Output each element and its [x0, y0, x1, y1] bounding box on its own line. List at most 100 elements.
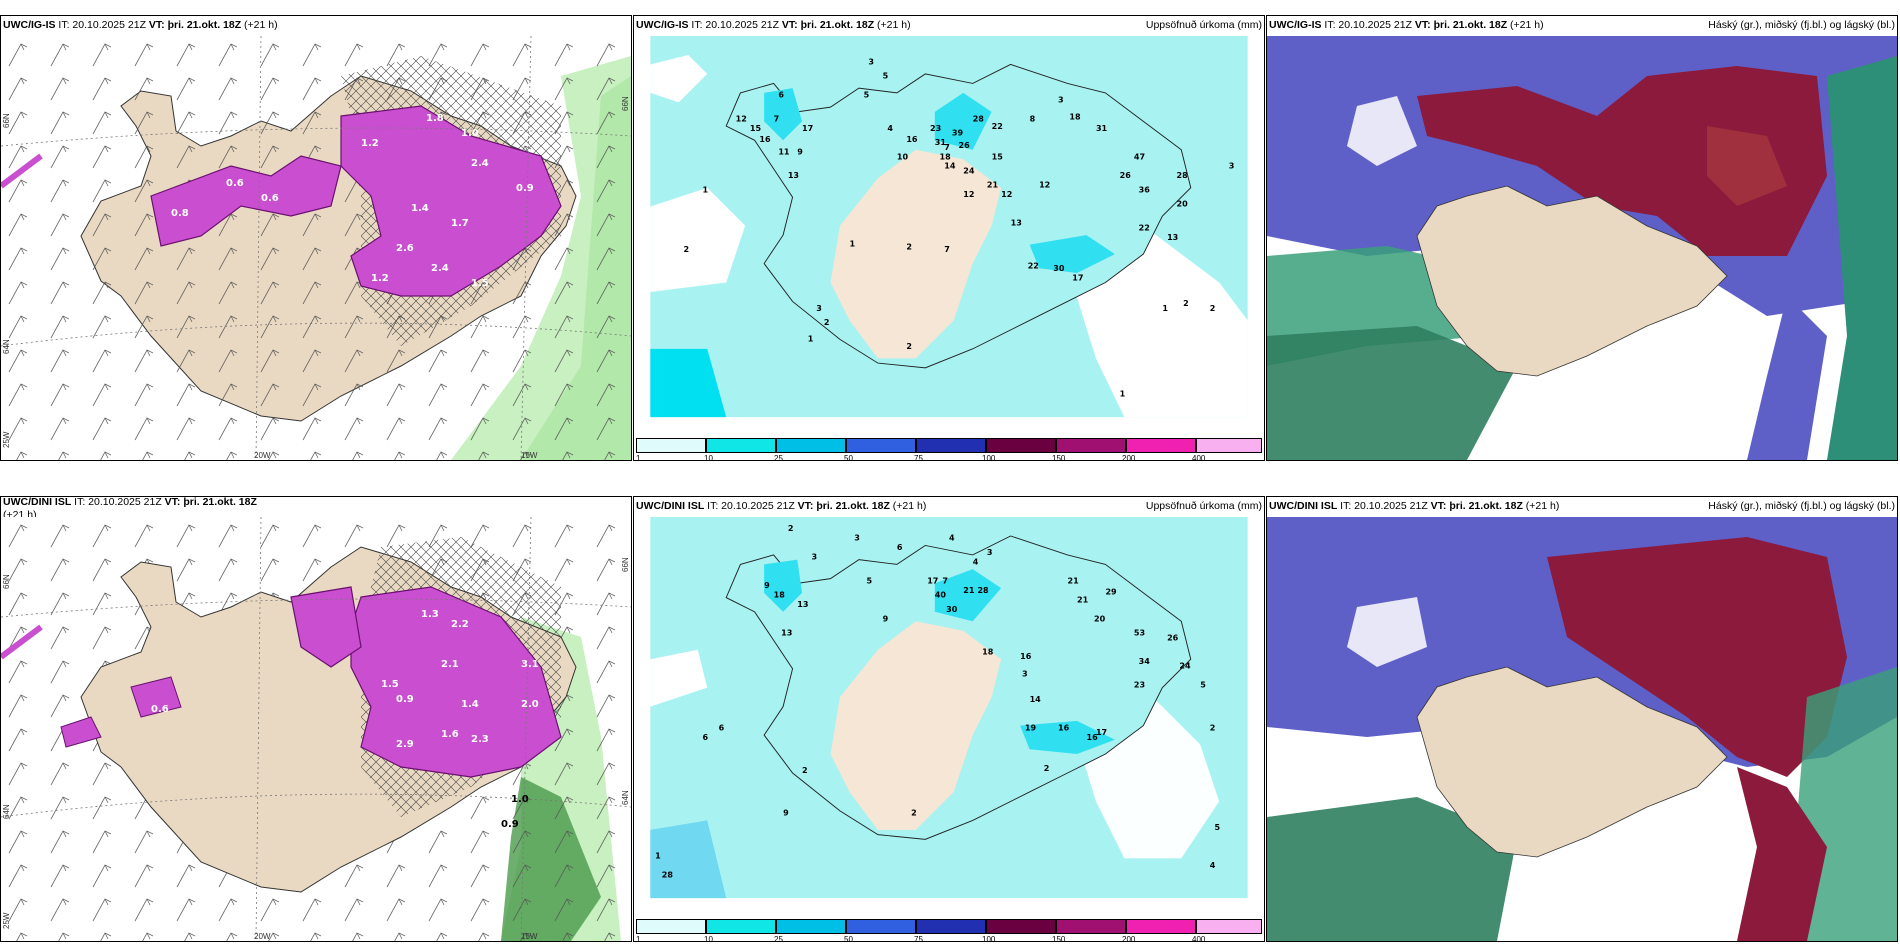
lat-label: 64N: [2, 804, 11, 819]
colorbar-bin: [1056, 919, 1126, 934]
colorbar-tick: 25: [774, 454, 783, 461]
colorbar-tick: 100: [982, 454, 996, 461]
precip-value: 13: [1167, 233, 1178, 242]
colorbar-bin: [916, 438, 986, 453]
precip-value: 21: [963, 586, 975, 595]
synop-value: 1.7: [451, 218, 469, 229]
precip-value: 17: [927, 576, 938, 585]
precip-value: 11: [778, 148, 790, 157]
precip-value: 12: [1001, 190, 1012, 199]
colorbar-bin: [1126, 919, 1196, 934]
precip-value: 2: [1044, 764, 1050, 773]
synop-value: 0.8: [171, 208, 189, 219]
colorbar-tick: 150: [1052, 454, 1066, 461]
precip-value: 7: [942, 576, 948, 585]
precip-value: 16: [1058, 723, 1070, 732]
precip-value: 26: [1167, 633, 1179, 642]
precip-value: 15: [992, 152, 1004, 161]
synop-value: 0.6: [151, 704, 169, 715]
colorbar-tick: 10: [704, 935, 713, 942]
lat-label: 64N: [2, 339, 11, 354]
precip-value: 1: [808, 334, 814, 343]
colorbar-bin: [776, 919, 846, 934]
precip-value: 13: [781, 629, 792, 638]
cloud-cover-map: [1267, 36, 1897, 460]
colorbar-bin: [706, 438, 776, 453]
panel-field-title: Uppsöfnuð úrkoma (mm): [1145, 19, 1262, 31]
synop-value: 2.2: [451, 619, 469, 630]
precip-value: 8: [1030, 114, 1036, 123]
synop-value: 2.4: [431, 263, 449, 274]
precip-value: 28: [977, 586, 989, 595]
colorbar-bin: [1196, 919, 1262, 934]
synop-value: 2.1: [441, 659, 459, 670]
precip-value: 39: [952, 129, 964, 138]
synop-value: 1.4: [411, 203, 429, 214]
precip-value: 5: [883, 72, 889, 81]
colorbar-tick: 50: [844, 454, 853, 461]
precip-value: 5: [1200, 681, 1206, 690]
precip-value: 3: [812, 553, 818, 562]
precip-value: 1: [1162, 304, 1168, 313]
precip-value: 2: [788, 524, 794, 533]
colorbar-bin: [986, 438, 1056, 453]
precip-value: 1: [849, 239, 855, 248]
colorbar-tick: 75: [914, 454, 923, 461]
precip-value: 14: [944, 162, 956, 171]
colorbar-tick: 200: [1122, 935, 1136, 942]
wind-precip-map: 1.2 2.4 0.8 0.6 1.4 0.9 2.6 1.7 1.8 1.0 …: [1, 36, 631, 460]
precip-value: 13: [797, 600, 808, 609]
precip-value: 16: [1086, 733, 1098, 742]
synop-value: 1.0: [461, 128, 479, 139]
precip-value: 6: [702, 733, 708, 742]
precip-colorbar: 1 10 25 50 75 100 150 200 400: [636, 438, 1262, 461]
synop-value: 1.5: [471, 278, 489, 289]
precip-value: 7: [944, 245, 950, 254]
precip-value: 20: [1177, 200, 1189, 209]
precip-value: 30: [946, 605, 958, 614]
precip-value: 3: [868, 57, 874, 66]
panel-clouds-dini: UWC/DINI ISL IT: 20.10.2025 21Z VT: þri.…: [1266, 496, 1898, 942]
colorbar-bin: [986, 919, 1056, 934]
synop-value: 0.6: [226, 178, 244, 189]
precip-value: 20: [1094, 614, 1106, 623]
precip-value: 7: [944, 143, 950, 152]
colorbar-bin: [706, 919, 776, 934]
precip-colorbar: 1 10 25 50 75 100 150 200 400: [636, 919, 1262, 942]
precip-value: 3: [1022, 669, 1028, 678]
precip-value: 13: [1011, 219, 1022, 228]
precip-value: 22: [992, 122, 1003, 131]
precip-value: 34: [1139, 657, 1151, 666]
panel-header: UWC/DINI ISL IT: 20.10.2025 21Z VT: þri.…: [636, 500, 1262, 512]
precip-value: 6: [897, 543, 903, 552]
colorbar-bin: [846, 919, 916, 934]
panel-wind-precip-dini: UWC/DINI ISL IT: 20.10.2025 21Z VT: þri.…: [0, 496, 632, 942]
precip-value: 29: [1105, 588, 1117, 597]
synop-value: 0.9: [501, 819, 519, 830]
precip-value: 28: [973, 114, 985, 123]
precip-value: 16: [759, 135, 771, 144]
precip-value: 1: [655, 851, 661, 860]
colorbar-bin: [1126, 438, 1196, 453]
precip-value: 28: [662, 870, 674, 879]
precip-value: 12: [736, 114, 747, 123]
precip-value: 22: [1028, 261, 1039, 270]
precip-value: 9: [783, 809, 789, 818]
precip-value: 9: [764, 581, 770, 590]
precip-value: 23: [1134, 681, 1145, 690]
precip-value: 18: [774, 591, 786, 600]
precip-value: 21: [1077, 595, 1089, 604]
lat-label: 66N: [2, 113, 11, 128]
precip-value: 2: [906, 342, 912, 351]
synop-value: 1.0: [511, 794, 529, 805]
precip-value: 12: [1039, 181, 1050, 190]
precip-value: 16: [906, 135, 918, 144]
precip-value: 9: [883, 614, 889, 623]
panel-header: UWC/DINI ISL IT: 20.10.2025 21Z VT: þri.…: [1269, 500, 1895, 512]
synop-value: 1.4: [461, 699, 479, 710]
precip-value: 47: [1134, 152, 1145, 161]
precip-value: 12: [963, 190, 974, 199]
precip-value: 30: [1053, 264, 1065, 273]
precip-value: 10: [897, 152, 909, 161]
lon-label: 20W: [254, 932, 271, 941]
